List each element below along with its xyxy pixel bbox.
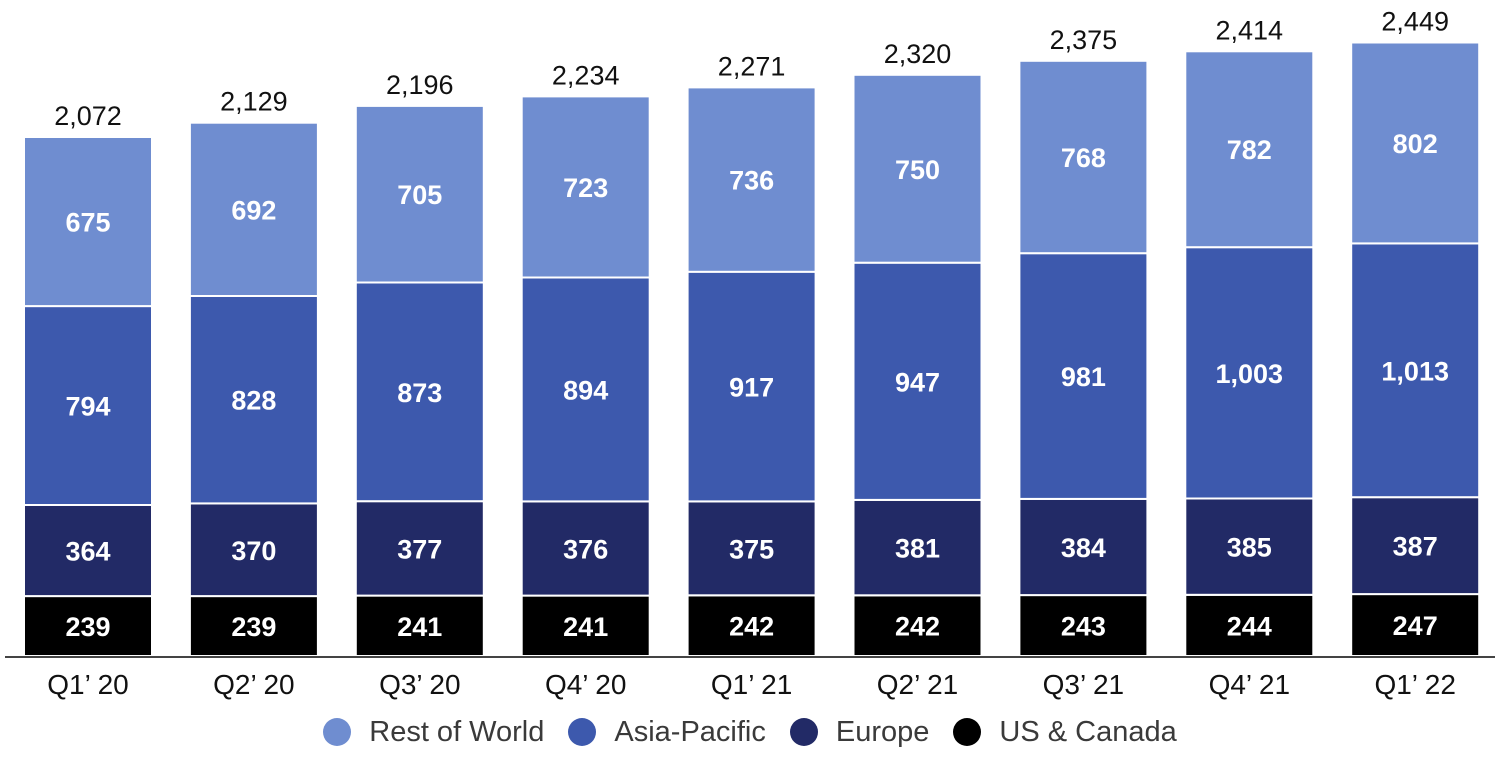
legend-item-us-canada: US & Canada (953, 715, 1177, 749)
bar-segment-europe-q1-21 (686, 500, 817, 597)
legend-swatch-europe (789, 718, 818, 746)
legend-swatch-asia-pacific (568, 718, 597, 746)
data-label-rest-of-world-q3-20: 705 (397, 180, 442, 210)
bar-segment-rest-of-world-q1-22 (1350, 41, 1481, 245)
total-label-q1-21: 2,271 (718, 51, 786, 81)
bar-segment-europe-q4-21 (1184, 497, 1315, 596)
legend-item-asia-pacific: Asia-Pacific (568, 716, 766, 749)
x-tick-label-q1-22: Q1’ 22 (1374, 669, 1455, 700)
data-label-rest-of-world-q1-20: 675 (65, 208, 110, 238)
x-tick-label-q2-20: Q2’ 20 (213, 669, 294, 700)
data-label-us-canada-q4-20: 241 (563, 612, 608, 642)
data-label-europe-q4-21: 385 (1227, 533, 1272, 563)
legend-item-rest-of-world: Rest of World (323, 716, 544, 749)
data-label-us-canada-q1-20: 239 (65, 612, 110, 642)
bar-segment-europe-q3-20 (354, 500, 485, 597)
bar-segment-europe-q2-20 (188, 502, 319, 598)
total-label-q2-20: 2,129 (220, 87, 288, 117)
data-label-asia-pacific-q4-21: 1,003 (1216, 359, 1284, 389)
data-label-europe-q2-20: 370 (231, 536, 276, 566)
legend-swatch-us-canada (953, 718, 982, 746)
x-tick-label-q1-21: Q1’ 21 (711, 669, 792, 700)
data-label-europe-q2-21: 381 (895, 534, 940, 564)
total-labels-group: 2,072 2,129 2,196 2,234 2,271 2,320 2,375 2,414… (54, 7, 1449, 132)
segment-labels-group: 239 364 794 675 239 370 828 692 241 377 873 705 241 3… (65, 129, 1449, 642)
legend-label-europe: Europe (835, 715, 930, 748)
x-tick-label-q1-20: Q1’ 20 (47, 669, 128, 700)
total-label-q2-21: 2,320 (884, 39, 952, 69)
data-label-us-canada-q2-21: 242 (895, 612, 940, 642)
bar-segment-asia-pacific-q1-21 (686, 270, 817, 503)
total-label-q1-22: 2,449 (1381, 7, 1449, 37)
bar-segment-rest-of-world-q4-20 (520, 95, 651, 279)
bars-group (23, 41, 1481, 658)
total-label-q4-21: 2,414 (1216, 15, 1284, 45)
bar-segment-asia-pacific-q3-20 (354, 281, 485, 503)
x-tick-label-q4-20: Q4’ 20 (545, 669, 626, 700)
data-label-europe-q4-20: 376 (563, 535, 608, 565)
bar-segment-us-canada-q4-21 (1184, 593, 1315, 658)
data-label-asia-pacific-q3-20: 873 (397, 378, 442, 408)
bar-segment-us-canada-q1-21 (686, 594, 817, 658)
data-label-asia-pacific-q1-20: 794 (65, 392, 110, 422)
data-label-us-canada-q3-21: 243 (1061, 612, 1106, 642)
bar-segment-europe-q1-22 (1350, 496, 1481, 596)
data-label-rest-of-world-q3-21: 768 (1061, 143, 1106, 173)
bar-segment-rest-of-world-q1-20 (23, 136, 153, 308)
bar-segment-rest-of-world-q3-21 (1018, 59, 1149, 255)
bar-segment-rest-of-world-q1-21 (686, 86, 817, 273)
data-label-asia-pacific-q1-22: 1,013 (1381, 356, 1449, 386)
data-label-rest-of-world-q1-22: 802 (1393, 129, 1438, 159)
data-label-asia-pacific-q2-21: 947 (895, 367, 940, 397)
bar-segment-asia-pacific-q2-20 (188, 295, 319, 505)
data-label-asia-pacific-q3-21: 981 (1061, 362, 1106, 392)
data-label-rest-of-world-q1-21: 736 (729, 166, 774, 196)
bar-segment-rest-of-world-q3-20 (354, 104, 485, 284)
data-label-us-canada-q3-20: 241 (397, 612, 442, 642)
legend-label-asia-pacific: Asia-Pacific (614, 715, 766, 748)
bar-segment-europe-q1-20 (23, 503, 153, 598)
x-tick-label-q4-21: Q4’ 21 (1209, 669, 1290, 700)
legend: Rest of World Asia-Pacific Europe US & C… (0, 712, 1500, 752)
legend-swatch-rest-of-world (323, 718, 352, 746)
data-label-rest-of-world-q2-20: 692 (231, 195, 276, 225)
data-label-us-canada-q1-22: 247 (1393, 611, 1438, 641)
x-tick-labels-group: Q1’ 20 Q2’ 20 Q3’ 20 Q4’ 20 Q1’ 21 Q2’ 21 Q3’ … (47, 669, 1456, 700)
bar-segment-asia-pacific-q4-20 (520, 276, 651, 503)
data-label-asia-pacific-q2-20: 828 (231, 386, 276, 416)
bar-segment-asia-pacific-q3-21 (1018, 252, 1149, 500)
data-label-europe-q1-21: 375 (729, 534, 774, 564)
total-label-q1-20: 2,072 (54, 101, 122, 131)
legend-label-us-canada: US & Canada (999, 715, 1177, 748)
total-label-q3-20: 2,196 (386, 70, 454, 100)
data-label-europe-q1-20: 364 (65, 537, 110, 567)
bar-segment-asia-pacific-q2-21 (852, 261, 983, 501)
data-label-rest-of-world-q4-21: 782 (1227, 135, 1272, 165)
bar-segment-rest-of-world-q4-21 (1184, 50, 1315, 249)
x-tick-label-q3-21: Q3’ 21 (1043, 669, 1124, 700)
data-label-asia-pacific-q1-21: 917 (729, 373, 774, 403)
total-label-q4-20: 2,234 (552, 60, 620, 90)
legend-item-europe: Europe (789, 715, 930, 749)
total-label-q3-21: 2,375 (1050, 25, 1118, 55)
x-tick-label-q2-21: Q2’ 21 (877, 669, 958, 700)
data-label-europe-q3-20: 377 (397, 534, 442, 564)
data-label-europe-q3-21: 384 (1061, 533, 1106, 563)
bar-segment-rest-of-world-q2-21 (852, 73, 983, 264)
data-label-europe-q1-22: 387 (1393, 532, 1438, 562)
data-label-rest-of-world-q2-21: 750 (895, 155, 940, 185)
data-label-us-canada-q2-20: 239 (231, 612, 276, 642)
data-label-us-canada-q1-21: 242 (729, 612, 774, 642)
bar-segment-us-canada-q1-20 (23, 595, 153, 657)
data-label-us-canada-q4-21: 244 (1227, 611, 1272, 641)
bar-segment-rest-of-world-q2-20 (188, 121, 319, 297)
x-tick-label-q3-20: Q3’ 20 (379, 669, 460, 700)
legend-label-rest-of-world: Rest of World (369, 715, 545, 748)
bar-segment-asia-pacific-q1-22 (1350, 242, 1481, 499)
data-label-rest-of-world-q4-20: 723 (563, 173, 608, 203)
data-label-asia-pacific-q4-20: 894 (563, 376, 608, 406)
bar-segment-europe-q3-21 (1018, 497, 1149, 597)
bar-segment-us-canada-q2-21 (852, 594, 983, 658)
